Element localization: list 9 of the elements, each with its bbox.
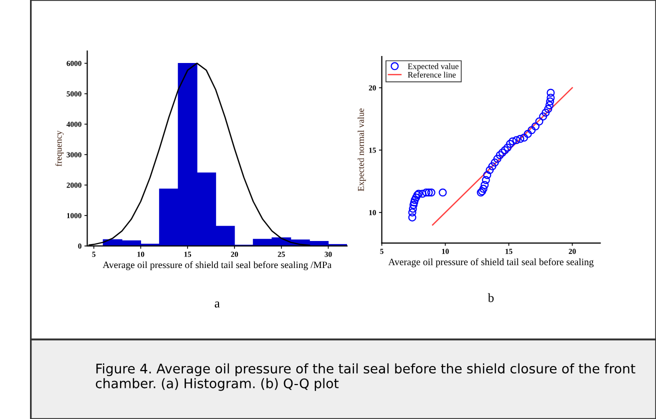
legend-label: Expected value xyxy=(408,63,458,71)
x-axis-title: Average oil pressure of shield tail seal before sealing xyxy=(388,258,594,268)
y-axis-title: Expected normal value xyxy=(358,108,366,192)
text: b xyxy=(488,293,494,302)
y-axis-title: frequency xyxy=(55,130,64,166)
x-axis-title: Average oil pressure of shield tail seal before sealing /MPa xyxy=(102,261,332,270)
text: a xyxy=(214,302,220,308)
caption: Figure 4. Average oil pressure of the tail seal before the shield closure of the front chamber. (a) Histogram. (b) Q-Q plot xyxy=(96,363,636,391)
legend-label: Reference line xyxy=(408,72,456,78)
